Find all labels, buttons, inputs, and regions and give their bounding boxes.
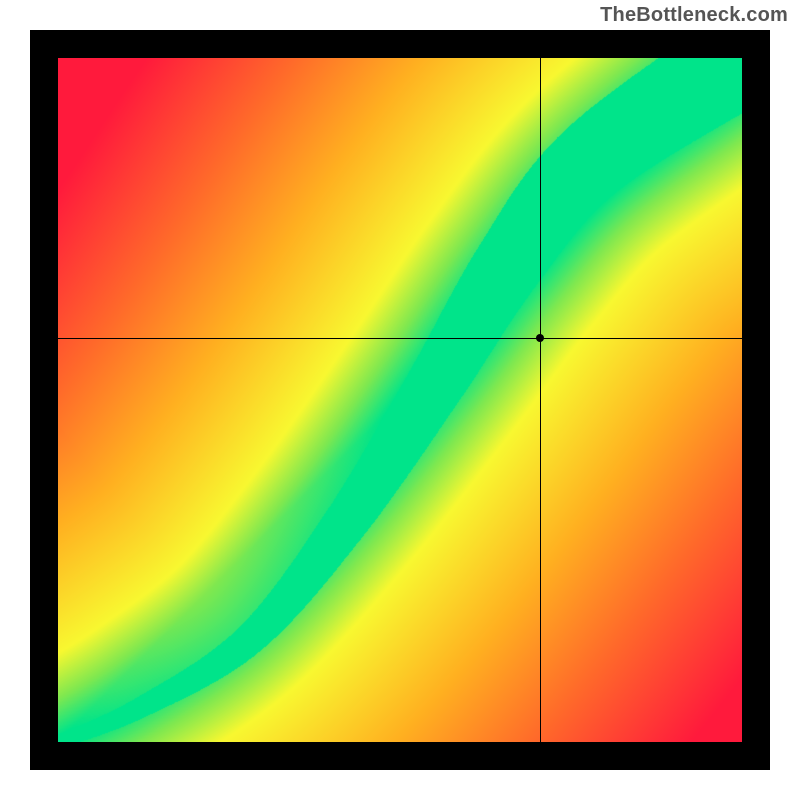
- heatmap-canvas: [58, 58, 742, 742]
- crosshair-marker: [536, 334, 544, 342]
- crosshair-vertical: [540, 58, 541, 742]
- crosshair-horizontal: [58, 338, 742, 339]
- heatmap-plot: [58, 58, 742, 742]
- chart-frame: [30, 30, 770, 770]
- watermark-text: TheBottleneck.com: [600, 4, 788, 27]
